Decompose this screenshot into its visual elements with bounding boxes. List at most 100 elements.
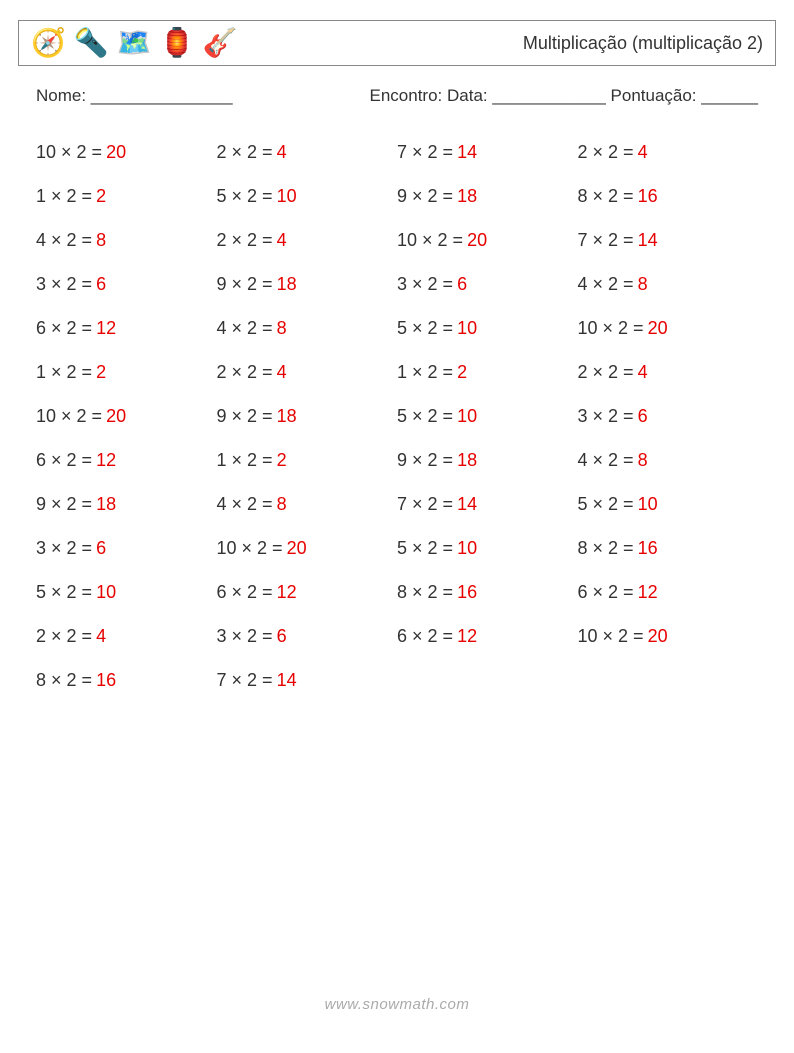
problem-expression: 5 × 2 = [217, 186, 273, 207]
problem-expression: 9 × 2 = [217, 274, 273, 295]
problem-cell: 2 × 2 = 4 [217, 218, 398, 262]
problem-cell: 10 × 2 = 20 [578, 614, 759, 658]
problem-expression: 3 × 2 = [397, 274, 453, 295]
problem-expression: 8 × 2 = [578, 186, 634, 207]
problem-expression: 2 × 2 = [217, 362, 273, 383]
problem-answer: 12 [96, 450, 116, 471]
problem-cell: 9 × 2 = 18 [217, 394, 398, 438]
worksheet-page: 🧭 🔦 🗺️ 🏮 🎸 Multiplicação (multiplicação … [0, 0, 794, 1053]
lantern-icon: 🏮 [160, 29, 195, 57]
problem-answer: 16 [638, 186, 658, 207]
problem-expression: 3 × 2 = [217, 626, 273, 647]
problem-cell: 5 × 2 = 10 [397, 306, 578, 350]
problem-answer: 18 [457, 450, 477, 471]
problem-cell: 4 × 2 = 8 [217, 482, 398, 526]
problem-answer: 8 [638, 450, 648, 471]
problem-answer: 4 [277, 142, 287, 163]
problem-expression: 10 × 2 = [578, 318, 644, 339]
problem-cell: 6 × 2 = 12 [36, 438, 217, 482]
problem-cell: 6 × 2 = 12 [36, 306, 217, 350]
problem-answer: 6 [96, 538, 106, 559]
problem-cell: 5 × 2 = 10 [397, 394, 578, 438]
problem-cell: 4 × 2 = 8 [578, 438, 759, 482]
problem-expression: 7 × 2 = [217, 670, 273, 691]
header-box: 🧭 🔦 🗺️ 🏮 🎸 Multiplicação (multiplicação … [18, 20, 776, 66]
problem-expression: 1 × 2 = [217, 450, 273, 471]
problem-answer: 8 [96, 230, 106, 251]
problems-grid: 10 × 2 = 202 × 2 = 47 × 2 = 142 × 2 = 41… [18, 130, 776, 702]
problem-expression: 2 × 2 = [217, 230, 273, 251]
problem-cell: 7 × 2 = 14 [578, 218, 759, 262]
problem-expression: 10 × 2 = [36, 406, 102, 427]
problem-answer: 2 [457, 362, 467, 383]
problem-cell: 5 × 2 = 10 [578, 482, 759, 526]
problem-cell: 2 × 2 = 4 [578, 350, 759, 394]
problem-cell: 7 × 2 = 14 [217, 658, 398, 702]
problem-answer: 14 [457, 494, 477, 515]
problem-answer: 20 [287, 538, 307, 559]
problem-cell: 10 × 2 = 20 [397, 218, 578, 262]
problem-cell: 8 × 2 = 16 [578, 174, 759, 218]
problem-expression: 8 × 2 = [36, 670, 92, 691]
worksheet-title: Multiplicação (multiplicação 2) [523, 33, 763, 54]
problem-answer: 20 [106, 142, 126, 163]
compass-icon: 🧭 [31, 29, 66, 57]
problem-answer: 12 [277, 582, 297, 603]
problem-answer: 10 [96, 582, 116, 603]
problem-expression: 7 × 2 = [397, 142, 453, 163]
problem-cell: 1 × 2 = 2 [397, 350, 578, 394]
problem-cell: 9 × 2 = 18 [36, 482, 217, 526]
map-icon: 🗺️ [117, 29, 152, 57]
problem-answer: 20 [467, 230, 487, 251]
problem-answer: 18 [277, 406, 297, 427]
nome-field: Nome: _______________ [36, 86, 233, 106]
problem-expression: 4 × 2 = [217, 318, 273, 339]
empty-cell [578, 658, 759, 702]
problem-answer: 16 [638, 538, 658, 559]
problem-answer: 10 [277, 186, 297, 207]
problem-answer: 12 [457, 626, 477, 647]
problem-answer: 2 [277, 450, 287, 471]
problem-cell: 1 × 2 = 2 [36, 350, 217, 394]
problem-answer: 4 [638, 362, 648, 383]
header-icons: 🧭 🔦 🗺️ 🏮 🎸 [31, 29, 237, 57]
problem-cell: 8 × 2 = 16 [397, 570, 578, 614]
problem-answer: 14 [457, 142, 477, 163]
flashlight-icon: 🔦 [74, 29, 109, 57]
problem-answer: 4 [638, 142, 648, 163]
problem-cell: 9 × 2 = 18 [217, 262, 398, 306]
problem-expression: 4 × 2 = [217, 494, 273, 515]
problem-expression: 8 × 2 = [397, 582, 453, 603]
problem-cell: 4 × 2 = 8 [36, 218, 217, 262]
problem-answer: 16 [96, 670, 116, 691]
problem-expression: 7 × 2 = [578, 230, 634, 251]
problem-cell: 2 × 2 = 4 [36, 614, 217, 658]
problem-expression: 2 × 2 = [578, 142, 634, 163]
problem-expression: 6 × 2 = [36, 318, 92, 339]
problem-answer: 20 [106, 406, 126, 427]
empty-cell [397, 658, 578, 702]
problem-cell: 5 × 2 = 10 [397, 526, 578, 570]
problem-expression: 5 × 2 = [578, 494, 634, 515]
problem-expression: 2 × 2 = [36, 626, 92, 647]
problem-cell: 6 × 2 = 12 [397, 614, 578, 658]
problem-cell: 10 × 2 = 20 [36, 394, 217, 438]
problem-answer: 2 [96, 186, 106, 207]
problem-expression: 3 × 2 = [578, 406, 634, 427]
problem-answer: 10 [638, 494, 658, 515]
problem-expression: 6 × 2 = [217, 582, 273, 603]
footer: www.snowmath.com [0, 996, 794, 1013]
problem-cell: 10 × 2 = 20 [217, 526, 398, 570]
problem-expression: 4 × 2 = [36, 230, 92, 251]
problem-answer: 4 [277, 362, 287, 383]
problem-cell: 2 × 2 = 4 [578, 130, 759, 174]
problem-cell: 5 × 2 = 10 [217, 174, 398, 218]
problem-expression: 10 × 2 = [397, 230, 463, 251]
problem-expression: 10 × 2 = [36, 142, 102, 163]
problem-answer: 10 [457, 538, 477, 559]
problem-cell: 4 × 2 = 8 [217, 306, 398, 350]
problem-answer: 12 [96, 318, 116, 339]
problem-expression: 6 × 2 = [578, 582, 634, 603]
problem-answer: 14 [277, 670, 297, 691]
problem-answer: 18 [277, 274, 297, 295]
